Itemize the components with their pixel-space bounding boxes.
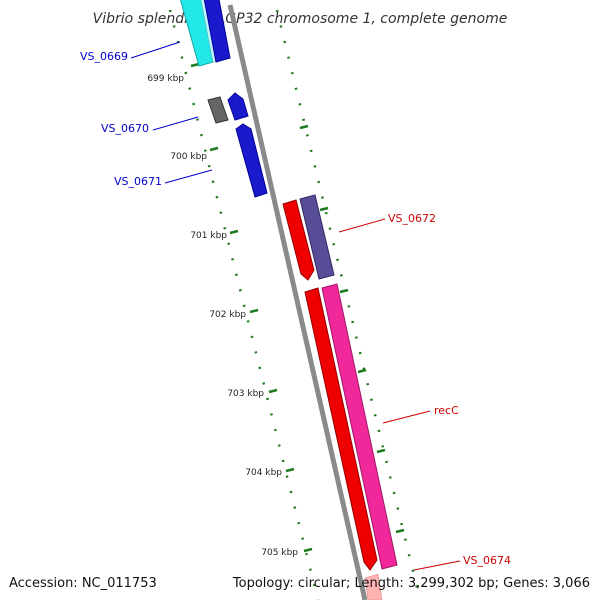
tick-mark <box>339 288 349 294</box>
tick-mark <box>299 124 309 130</box>
gene-recC-reverse[interactable] <box>304 287 378 571</box>
gene-vs0670-pseudo[interactable] <box>207 96 229 124</box>
accession-text: Accession: NC_011753 <box>9 576 157 591</box>
genome-summary-text: Topology: circular; Length: 3,299,302 bp… <box>232 576 590 591</box>
tick-label: 705 kbp <box>261 548 298 558</box>
gene-label-vs0671[interactable]: VS_0671 <box>114 175 162 188</box>
gene-vs0670-forward[interactable] <box>227 92 249 121</box>
major-ticks <box>190 62 405 553</box>
gene-labels: VS_0669 VS_0670 VS_0671 VS_0672 recC VS_… <box>80 50 511 567</box>
tick-label: 699 kbp <box>147 74 184 84</box>
gene-vs0674-reverse[interactable] <box>364 573 383 600</box>
label-connectors <box>130 41 461 571</box>
tick-label: 703 kbp <box>227 389 264 399</box>
tick-mark <box>303 547 313 553</box>
gene-label-vs0674[interactable]: VS_0674 <box>463 554 511 567</box>
tick-mark <box>190 62 200 68</box>
tick-label: 702 kbp <box>209 310 246 320</box>
tick-mark <box>229 229 239 235</box>
gene-label-vs0670[interactable]: VS_0670 <box>101 122 149 135</box>
gene-vs0671-forward[interactable] <box>235 123 268 198</box>
tick-label: 701 kbp <box>190 231 227 241</box>
connector-recC <box>382 410 431 424</box>
tick-labels: 699 kbp 700 kbp 701 kbp 702 kbp 703 kbp … <box>147 74 298 558</box>
connector-vs0670 <box>152 116 199 131</box>
gene-label-recC[interactable]: recC <box>434 404 459 417</box>
tick-label: 700 kbp <box>170 152 207 162</box>
connector-vs0671 <box>164 169 213 184</box>
tick-mark <box>268 388 278 394</box>
connector-vs0672 <box>338 218 386 233</box>
gene-features <box>180 0 398 600</box>
tick-mark <box>285 467 295 473</box>
map-title: Vibrio splendidus LGP32 chromosome 1, co… <box>93 11 508 27</box>
tick-label: 704 kbp <box>245 468 282 478</box>
gene-label-vs0669[interactable]: VS_0669 <box>80 50 128 63</box>
tick-mark <box>319 206 329 212</box>
gene-label-vs0672[interactable]: VS_0672 <box>388 212 436 225</box>
tick-mark <box>357 368 367 374</box>
tick-mark <box>209 146 219 152</box>
gene-vs0672-cds[interactable] <box>299 194 335 280</box>
gene-recC-cds[interactable] <box>321 283 398 570</box>
chromosome-backbone <box>227 4 368 600</box>
connector-vs0674 <box>413 560 461 571</box>
connector-vs0669 <box>130 41 181 59</box>
left-tick-track <box>168 9 320 600</box>
tick-mark <box>249 308 259 314</box>
tick-mark <box>395 528 405 534</box>
tick-mark <box>376 448 386 454</box>
gene-vs0669-forward[interactable] <box>203 0 231 63</box>
gene-vs0672-reverse[interactable] <box>282 199 315 281</box>
